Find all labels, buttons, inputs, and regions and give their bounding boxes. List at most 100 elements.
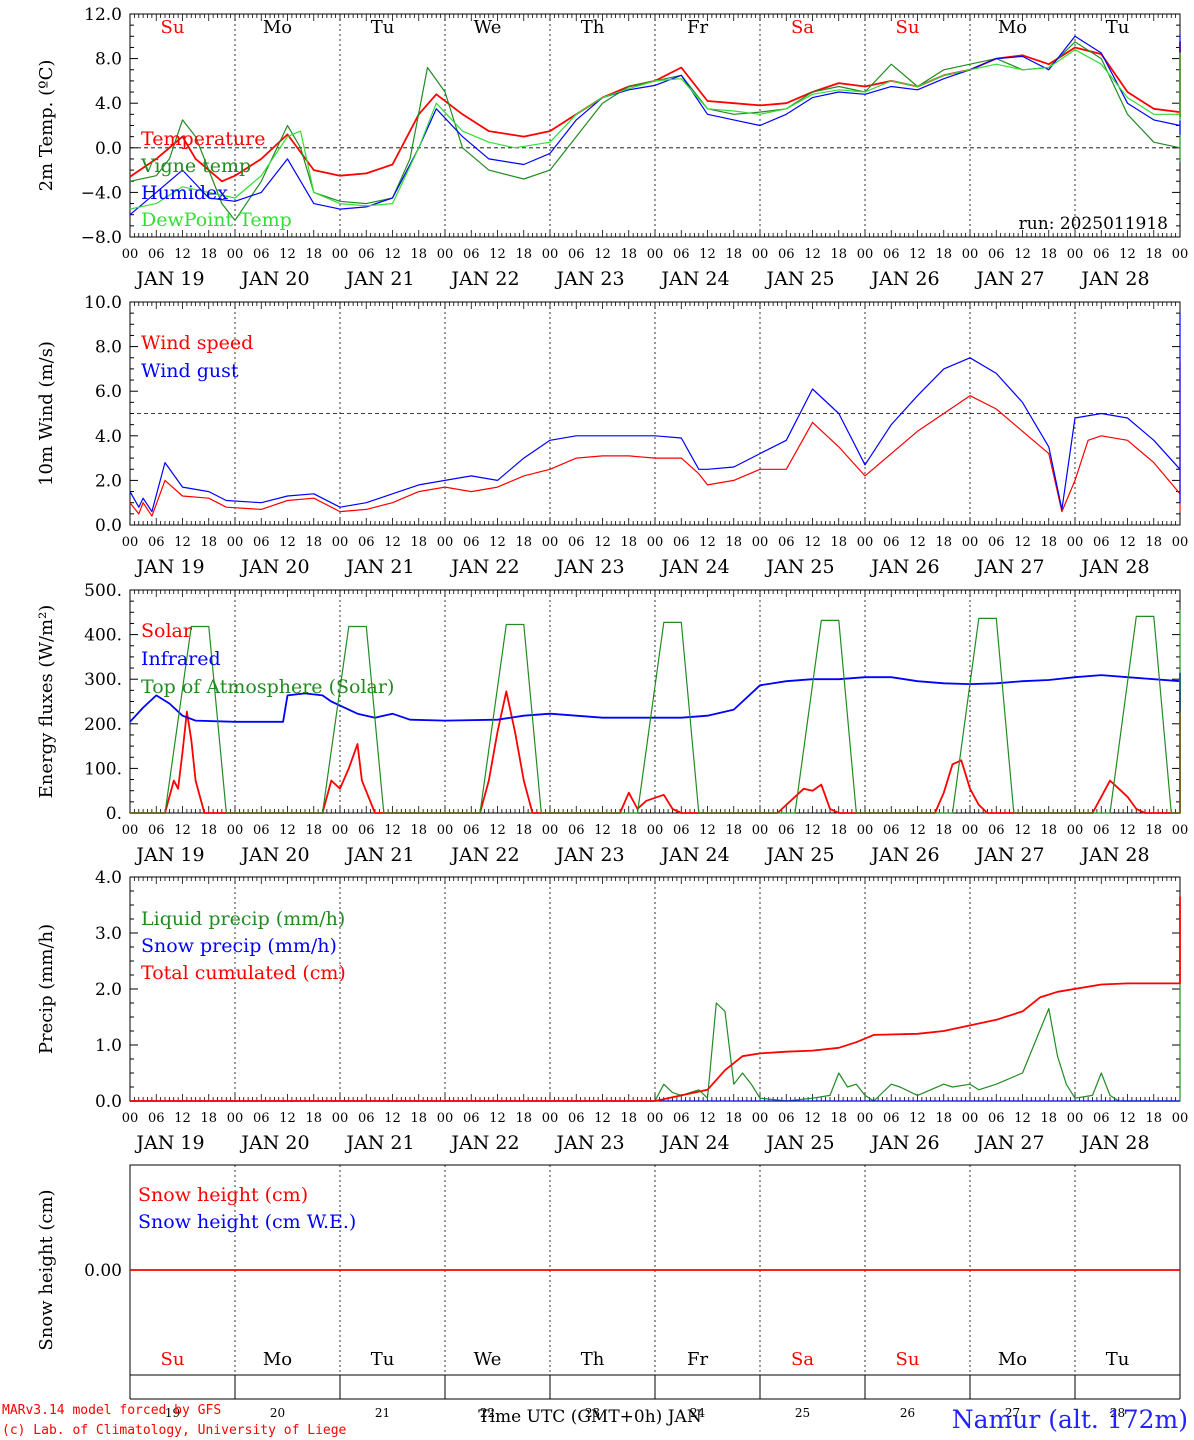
date-label: JAN 23 bbox=[554, 556, 624, 578]
x-tick-label: 12 bbox=[909, 823, 926, 838]
x-tick-label: 12 bbox=[699, 247, 716, 262]
x-tick-label: 18 bbox=[1040, 1111, 1057, 1126]
date-label: JAN 20 bbox=[239, 1132, 309, 1154]
day-of-week-label: Mo bbox=[998, 1349, 1027, 1370]
x-tick-label: 06 bbox=[883, 535, 900, 550]
x-tick-label: 12 bbox=[699, 823, 716, 838]
x-tick-label: 18 bbox=[1145, 247, 1162, 262]
y-axis-label: 10m Wind (m/s) bbox=[36, 341, 57, 486]
day-of-week-label: Tu bbox=[1106, 17, 1130, 38]
x-tick-label: 18 bbox=[935, 823, 952, 838]
day-number-label: 26 bbox=[900, 1406, 915, 1420]
y-tick-label: 400. bbox=[84, 626, 122, 646]
y-tick-label: −8.0 bbox=[81, 228, 122, 248]
day-number-label: 28 bbox=[1110, 1406, 1125, 1420]
x-tick-label: 18 bbox=[1145, 535, 1162, 550]
x-tick-label: 12 bbox=[594, 1111, 611, 1126]
credit-line-2: (c) Lab. of Climatology, University of L… bbox=[2, 1423, 347, 1438]
x-tick-label: 12 bbox=[1014, 247, 1031, 262]
y-tick-label: 6.0 bbox=[95, 382, 122, 402]
date-label: JAN 21 bbox=[344, 844, 414, 866]
series-line bbox=[129, 41, 1181, 221]
x-tick-label: 06 bbox=[463, 535, 480, 550]
day-number-label: 19 bbox=[165, 1406, 180, 1420]
x-tick-label: 18 bbox=[830, 1111, 847, 1126]
y-tick-label: 12.0 bbox=[84, 5, 122, 25]
x-tick-label: 00 bbox=[1067, 247, 1084, 262]
x-tick-label: 06 bbox=[988, 247, 1005, 262]
x-tick-label: 12 bbox=[909, 247, 926, 262]
x-tick-label: 06 bbox=[883, 823, 900, 838]
series-line bbox=[130, 896, 1181, 1102]
x-tick-label: 12 bbox=[1119, 1111, 1136, 1126]
day-of-week-label: Th bbox=[581, 17, 605, 38]
chart-panel-3: 500. 400. 300. 200. 100. 0. Energy fluxes (W/m… bbox=[36, 581, 1188, 866]
day-of-week-label: Sa bbox=[791, 17, 814, 38]
x-tick-label: 06 bbox=[463, 1111, 480, 1126]
x-tick-label: 18 bbox=[620, 247, 637, 262]
x-tick-label: 18 bbox=[830, 247, 847, 262]
date-label: JAN 25 bbox=[764, 844, 834, 866]
x-tick-label: 06 bbox=[148, 247, 165, 262]
x-tick-label: 06 bbox=[1093, 247, 1110, 262]
y-tick-label: 8.0 bbox=[95, 338, 122, 358]
x-tick-label: 06 bbox=[253, 247, 270, 262]
x-tick-label: 06 bbox=[778, 247, 795, 262]
x-tick-label: 12 bbox=[489, 823, 506, 838]
x-tick-label: 18 bbox=[725, 823, 742, 838]
legend-entry: Vigne temp bbox=[140, 155, 251, 177]
day-number-label: 24 bbox=[690, 1406, 706, 1420]
date-label: JAN 26 bbox=[869, 268, 939, 290]
x-tick-label: 18 bbox=[725, 1111, 742, 1126]
day-of-week-label: Mo bbox=[998, 17, 1027, 38]
date-label: JAN 28 bbox=[1079, 556, 1149, 578]
date-label: JAN 19 bbox=[134, 556, 204, 578]
y-tick-label: 500. bbox=[84, 581, 122, 601]
day-number-label: 27 bbox=[1005, 1406, 1020, 1420]
x-tick-label: 12 bbox=[279, 535, 296, 550]
x-tick-label: 00 bbox=[122, 247, 139, 262]
x-tick-label: 00 bbox=[437, 247, 454, 262]
legend-entry: Liquid precip (mm/h) bbox=[141, 908, 345, 930]
x-tick-label: 06 bbox=[778, 823, 795, 838]
day-of-week-label: Su bbox=[896, 17, 920, 38]
y-tick-label: 100. bbox=[84, 759, 122, 779]
legend-entry: Humidex bbox=[141, 182, 228, 204]
date-label: JAN 25 bbox=[764, 556, 834, 578]
x-tick-label: 00 bbox=[437, 1111, 454, 1126]
y-axis-label: Energy fluxes (W/m²) bbox=[36, 605, 57, 799]
date-label: JAN 23 bbox=[554, 268, 624, 290]
date-label: JAN 19 bbox=[134, 1132, 204, 1154]
x-tick-label: 12 bbox=[489, 535, 506, 550]
x-tick-label: 18 bbox=[1040, 535, 1057, 550]
series-line bbox=[129, 312, 1181, 513]
x-tick-label: 00 bbox=[1067, 1111, 1084, 1126]
x-tick-label: 00 bbox=[542, 823, 559, 838]
x-tick-label: 00 bbox=[122, 823, 139, 838]
x-tick-label: 06 bbox=[883, 1111, 900, 1126]
x-tick-label: 18 bbox=[725, 535, 742, 550]
day-of-week-label: Tu bbox=[1106, 1349, 1130, 1370]
x-tick-label: 00 bbox=[437, 535, 454, 550]
x-tick-label: 18 bbox=[1040, 247, 1057, 262]
day-number-label: 23 bbox=[585, 1406, 600, 1420]
x-tick-label: 00 bbox=[332, 823, 349, 838]
x-axis-label: Time UTC (GMT+0h) JAN bbox=[478, 1407, 702, 1427]
y-tick-label: 2.0 bbox=[95, 980, 122, 1000]
x-tick-label: 18 bbox=[410, 247, 427, 262]
x-tick-label: 00 bbox=[1172, 1111, 1189, 1126]
x-tick-label: 12 bbox=[174, 247, 191, 262]
date-label: JAN 20 bbox=[239, 844, 309, 866]
run-annotation: run: 2025011918 bbox=[1019, 214, 1168, 234]
date-label: JAN 22 bbox=[449, 556, 519, 578]
x-tick-label: 00 bbox=[227, 247, 244, 262]
x-tick-label: 18 bbox=[1145, 823, 1162, 838]
x-tick-label: 06 bbox=[568, 535, 585, 550]
day-number-label: 22 bbox=[480, 1406, 495, 1420]
x-tick-label: 00 bbox=[1067, 823, 1084, 838]
x-tick-label: 00 bbox=[752, 247, 769, 262]
date-label: JAN 20 bbox=[239, 268, 309, 290]
x-tick-label: 06 bbox=[568, 1111, 585, 1126]
day-of-week-label: We bbox=[474, 17, 502, 38]
